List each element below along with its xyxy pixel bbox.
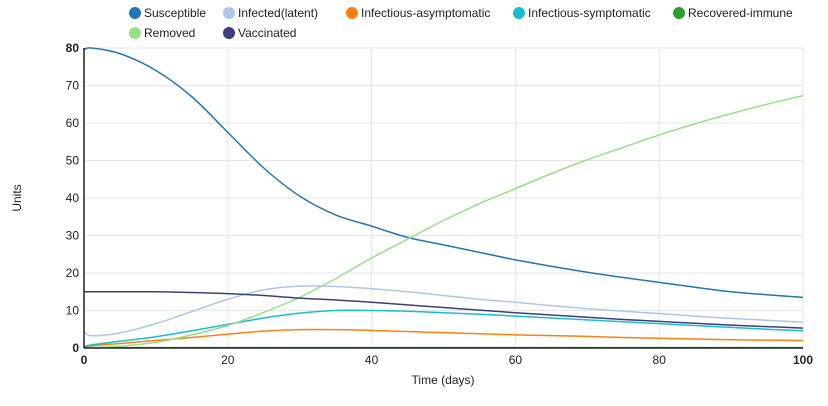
series-layer bbox=[83, 47, 804, 349]
legend-marker bbox=[129, 7, 141, 19]
legend-item-infectious-symptomatic[interactable]: Infectious-symptomatic bbox=[513, 6, 651, 20]
legend-marker bbox=[223, 7, 235, 19]
y-tick-label: 0 bbox=[72, 341, 79, 355]
x-tick-label: 60 bbox=[509, 353, 523, 367]
legend-item-susceptible[interactable]: Susceptible bbox=[129, 6, 206, 20]
axes bbox=[83, 48, 803, 349]
legend-label: Recovered-immune bbox=[688, 6, 793, 20]
legend-item-vaccinated[interactable]: Vaccinated bbox=[223, 26, 296, 40]
legend-label: Infectious-symptomatic bbox=[528, 6, 651, 20]
series-line-removed bbox=[83, 94, 804, 349]
series-line-infectious-asymptomatic bbox=[83, 328, 804, 348]
legend-marker bbox=[223, 27, 235, 39]
legend-label: Removed bbox=[144, 26, 195, 40]
y-tick-label: 30 bbox=[66, 229, 80, 243]
legend-marker bbox=[129, 27, 141, 39]
x-tick-label: 20 bbox=[221, 353, 235, 367]
series-line-infectious-symptomatic bbox=[83, 309, 804, 348]
y-tick-label: 20 bbox=[66, 266, 80, 280]
gridlines bbox=[83, 47, 804, 349]
series-line-infected-latent bbox=[83, 285, 804, 337]
series-line-susceptible bbox=[83, 47, 804, 299]
x-tick-label: 40 bbox=[365, 353, 379, 367]
legend-item-removed[interactable]: Removed bbox=[129, 26, 195, 40]
legend-label: Vaccinated bbox=[238, 26, 296, 40]
y-axis-ticks: 0 10 20 30 40 50 60 70 80 bbox=[66, 41, 80, 355]
x-axis-title: Time (days) bbox=[412, 373, 475, 387]
legend-marker bbox=[513, 7, 525, 19]
legend: Susceptible Infected(latent) Infectious-as… bbox=[129, 6, 793, 40]
y-tick-label: 60 bbox=[66, 116, 80, 130]
legend-item-infectious-asymptomatic[interactable]: Infectious-asymptomatic bbox=[346, 6, 490, 20]
y-tick-label: 50 bbox=[66, 154, 80, 168]
x-axis-ticks: 0 20 40 60 80 100 bbox=[81, 353, 814, 367]
y-tick-label: 40 bbox=[66, 191, 80, 205]
y-axis-title: Units bbox=[10, 184, 24, 211]
legend-label: Susceptible bbox=[144, 6, 206, 20]
legend-label: Infectious-asymptomatic bbox=[361, 6, 490, 20]
x-tick-label: 80 bbox=[653, 353, 667, 367]
y-tick-label: 10 bbox=[66, 304, 80, 318]
y-tick-label: 80 bbox=[66, 41, 80, 55]
y-tick-label: 70 bbox=[66, 79, 80, 93]
x-tick-label: 100 bbox=[793, 353, 813, 367]
x-tick-label: 0 bbox=[81, 353, 88, 367]
legend-item-recovered-immune[interactable]: Recovered-immune bbox=[673, 6, 793, 20]
legend-marker bbox=[673, 7, 685, 19]
legend-label: Infected(latent) bbox=[238, 6, 318, 20]
series-line-vaccinated bbox=[84, 290, 804, 329]
legend-item-infected-latent[interactable]: Infected(latent) bbox=[223, 6, 318, 20]
legend-marker bbox=[346, 7, 358, 19]
